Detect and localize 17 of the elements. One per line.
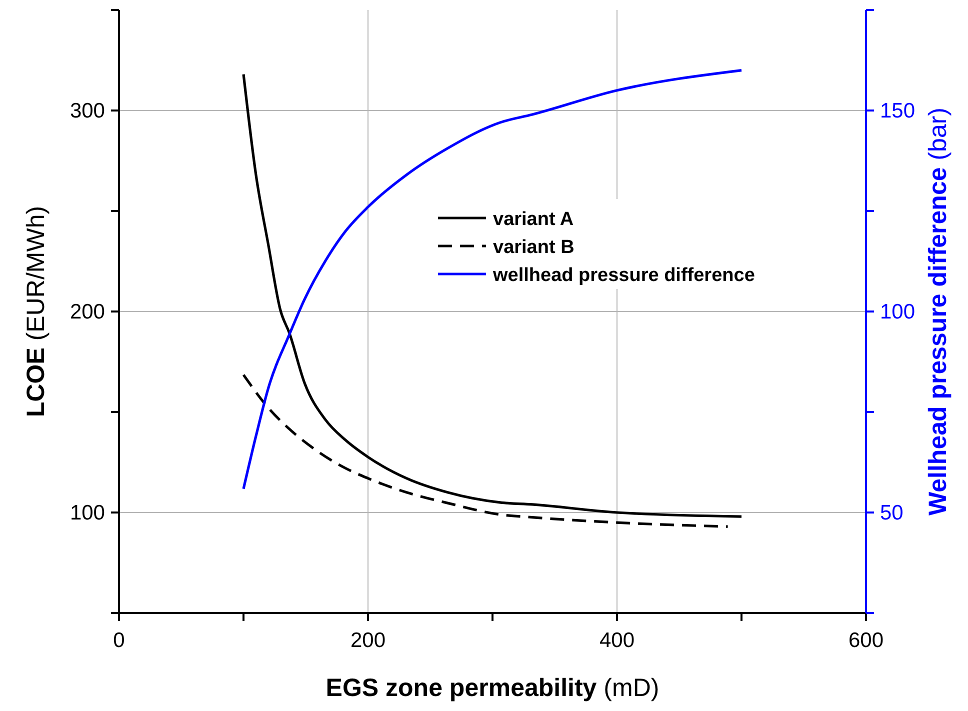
x-axis-title: EGS zone permeability (mD): [326, 674, 660, 702]
line-series: [242, 374, 730, 528]
y2-tick-label: 100: [880, 300, 916, 324]
legend-label: variant B: [493, 237, 574, 258]
y-tick-label: 100: [70, 502, 105, 524]
y2-tick-label: 50: [880, 502, 904, 524]
x-tick-label: 600: [848, 629, 884, 652]
legend-label: variant A: [493, 209, 574, 230]
y2-tick-label: 150: [880, 100, 916, 122]
x-tick-label: 200: [350, 629, 386, 652]
y-tick-label: 200: [70, 300, 105, 324]
y2-axis-title: Wellhead pressure difference (bar): [924, 107, 952, 516]
legend-label: wellhead pressure difference: [492, 265, 755, 286]
x-tick-label: 0: [113, 629, 125, 652]
x-tick-label: 400: [599, 629, 635, 652]
y-tick-label: 300: [70, 100, 105, 122]
y-axis-title: LCOE (EUR/MWh): [22, 206, 50, 418]
